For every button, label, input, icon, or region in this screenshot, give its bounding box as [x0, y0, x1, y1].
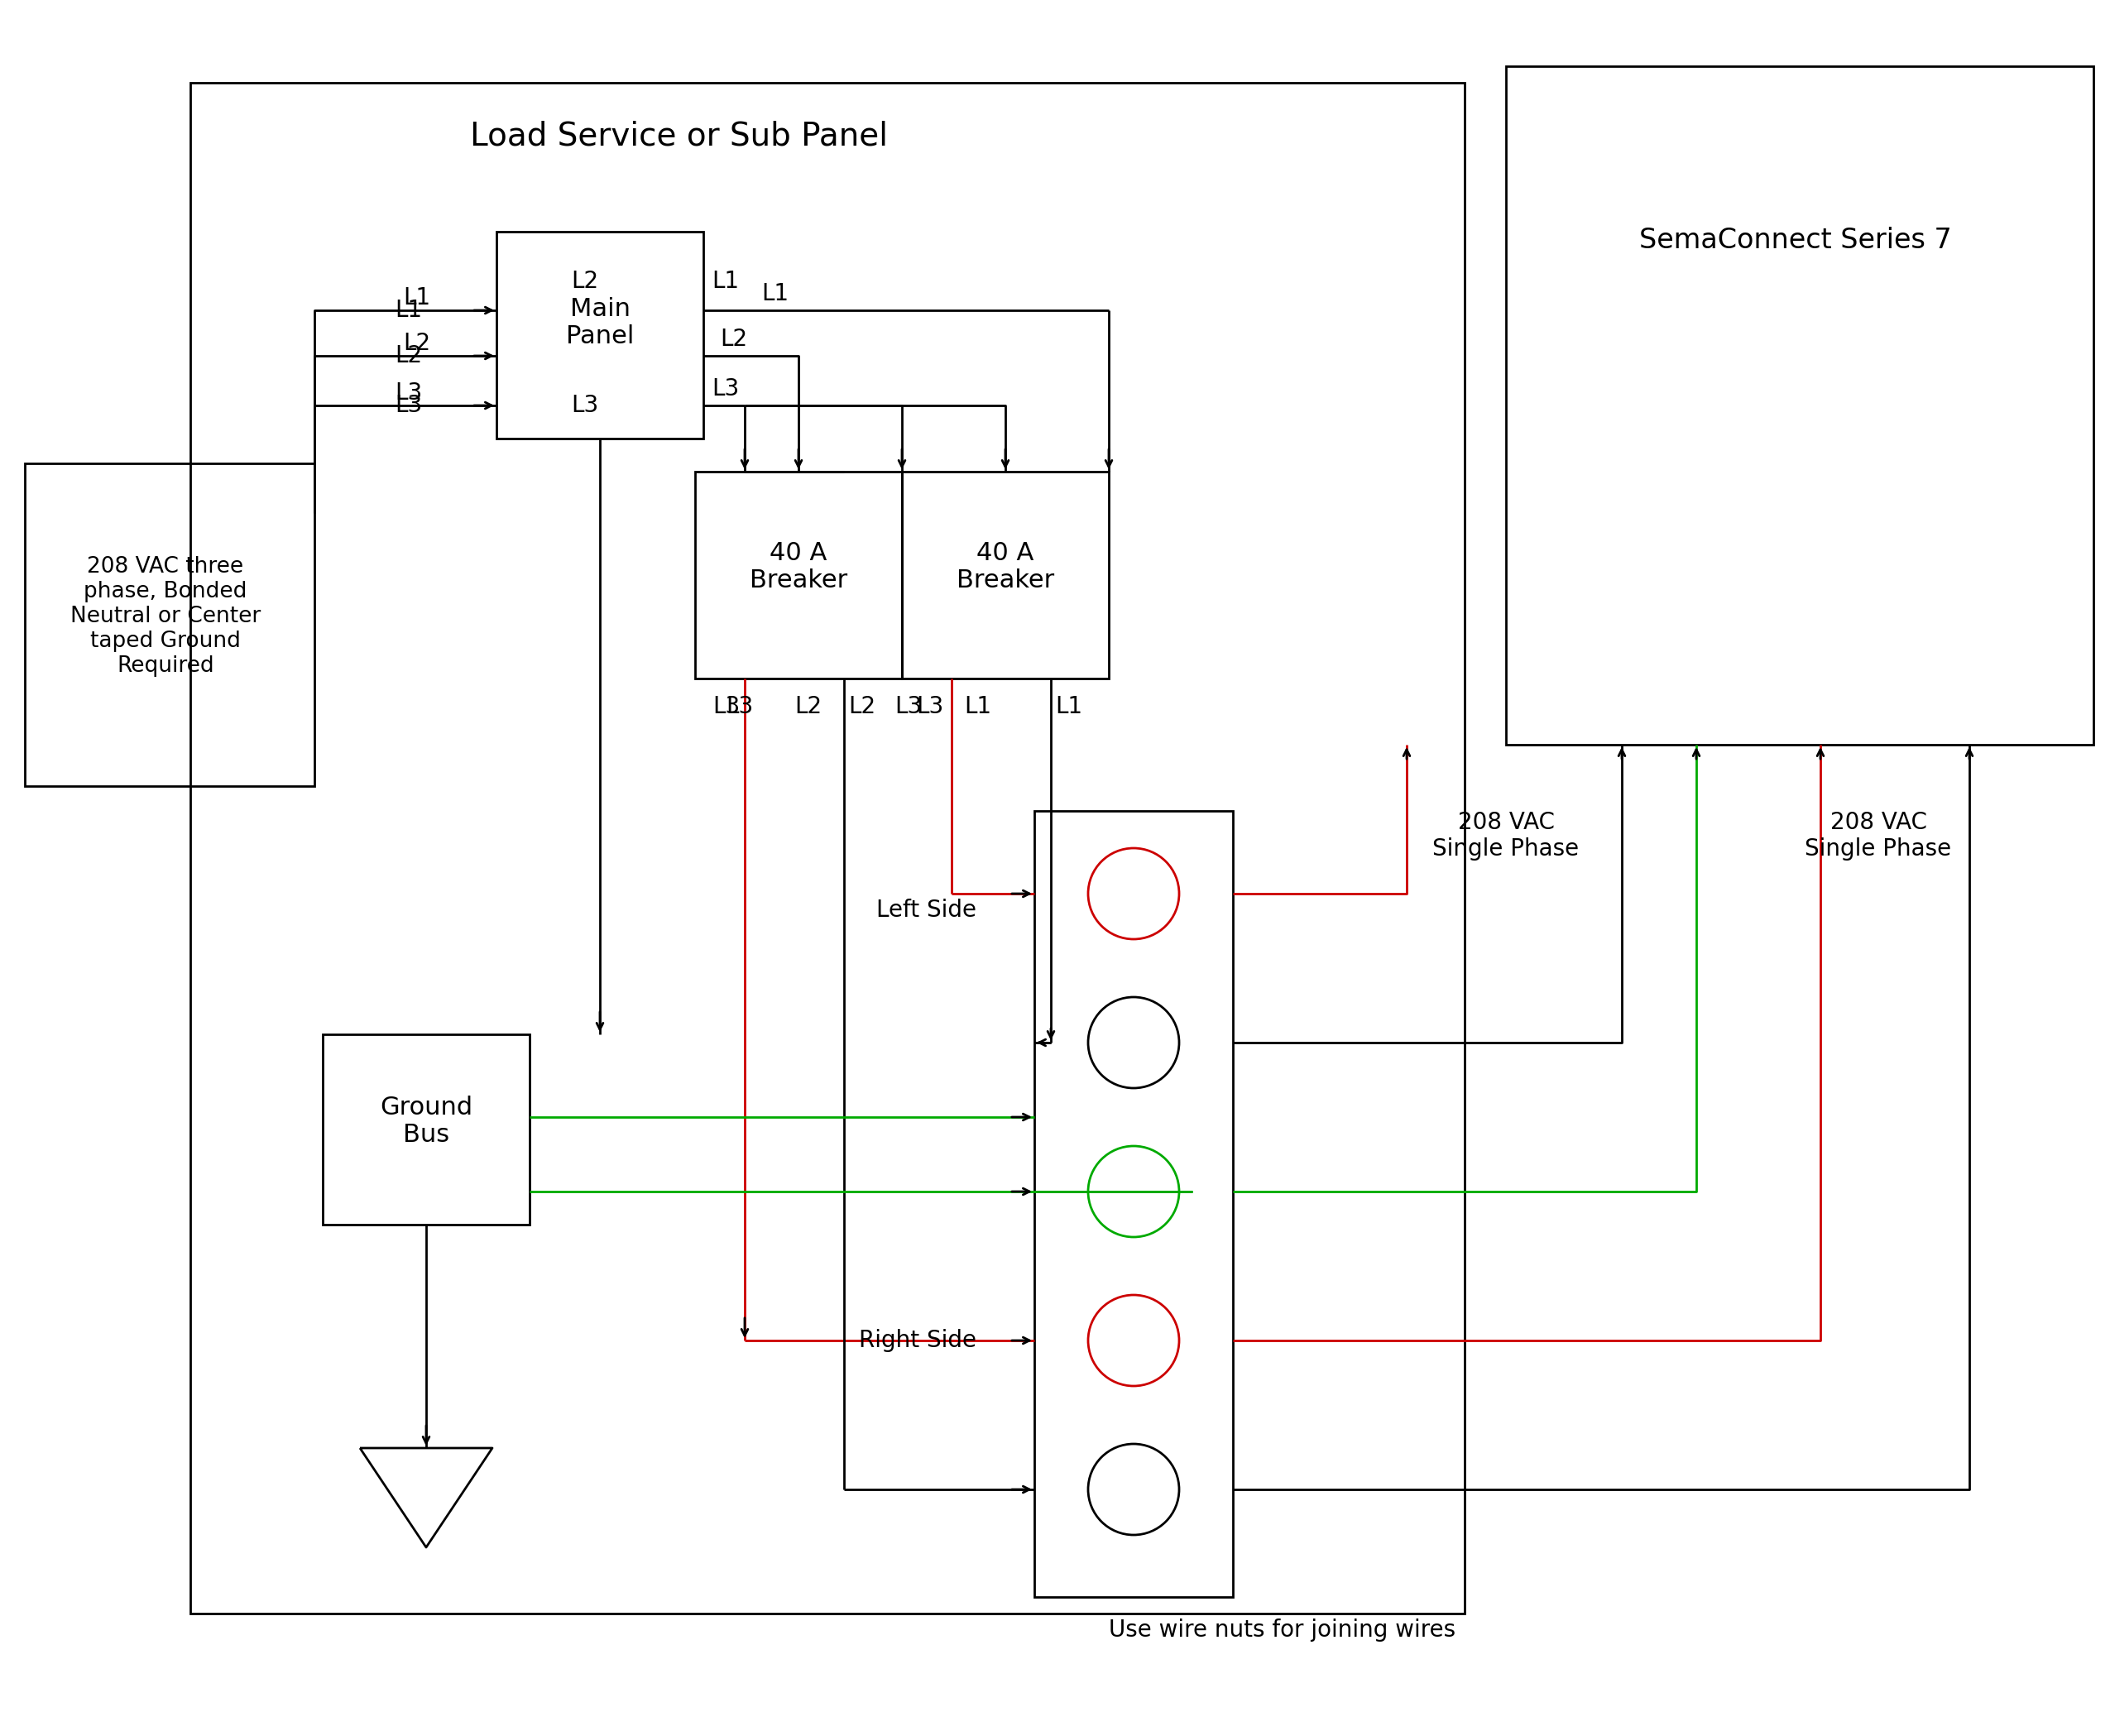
Text: L2: L2 — [848, 694, 876, 719]
Text: Ground
Bus: Ground Bus — [380, 1095, 473, 1147]
Text: L2: L2 — [720, 328, 747, 351]
Bar — [1034, 811, 1232, 1597]
Text: L2: L2 — [403, 332, 430, 354]
Text: L3: L3 — [713, 694, 741, 719]
Text: SemaConnect Series 7: SemaConnect Series 7 — [1639, 226, 1952, 253]
Text: L2: L2 — [572, 269, 599, 293]
Bar — [1507, 66, 2093, 745]
Text: Left Side: Left Side — [876, 899, 977, 922]
Text: 208 VAC
Single Phase: 208 VAC Single Phase — [1804, 811, 1952, 861]
Text: L3: L3 — [726, 694, 753, 719]
Text: L1: L1 — [964, 694, 992, 719]
Bar — [323, 1035, 530, 1224]
Text: L1: L1 — [403, 286, 430, 309]
Text: Right Side: Right Side — [859, 1328, 977, 1352]
Text: L3: L3 — [711, 377, 738, 401]
Bar — [190, 83, 1464, 1613]
Text: Load Service or Sub Panel: Load Service or Sub Panel — [471, 120, 888, 151]
Text: L3: L3 — [895, 694, 922, 719]
Text: 208 VAC three
phase, Bonded
Neutral or Center
taped Ground
Required: 208 VAC three phase, Bonded Neutral or C… — [70, 556, 262, 677]
Text: L1: L1 — [711, 269, 738, 293]
Text: L3: L3 — [395, 394, 422, 417]
Text: L3: L3 — [572, 394, 599, 417]
Bar — [496, 231, 703, 439]
Text: L1: L1 — [762, 283, 789, 306]
Text: 40 A
Breaker: 40 A Breaker — [749, 542, 848, 592]
Text: Main
Panel: Main Panel — [565, 297, 633, 349]
Text: 208 VAC
Single Phase: 208 VAC Single Phase — [1433, 811, 1578, 861]
Bar — [25, 464, 314, 786]
Text: L3: L3 — [916, 694, 943, 719]
Text: Use wire nuts for joining wires: Use wire nuts for joining wires — [1110, 1618, 1456, 1642]
Text: 40 A
Breaker: 40 A Breaker — [956, 542, 1055, 592]
Bar — [694, 472, 901, 679]
Text: L1: L1 — [395, 299, 422, 321]
Text: L3: L3 — [395, 382, 422, 404]
Text: L2: L2 — [793, 694, 821, 719]
Text: L1: L1 — [1055, 694, 1082, 719]
Bar — [901, 472, 1108, 679]
Text: L2: L2 — [395, 344, 422, 368]
